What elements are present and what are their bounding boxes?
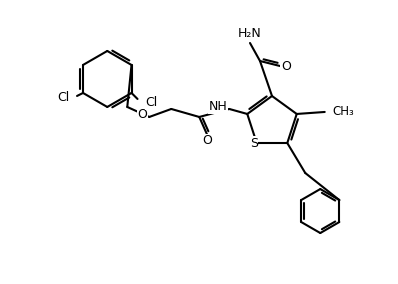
Text: NH: NH bbox=[209, 101, 227, 114]
Text: Cl: Cl bbox=[146, 97, 158, 109]
Text: O: O bbox=[202, 134, 212, 147]
Text: S: S bbox=[250, 137, 258, 150]
Text: CH₃: CH₃ bbox=[333, 105, 355, 118]
Text: O: O bbox=[137, 108, 147, 122]
Text: Cl: Cl bbox=[57, 91, 69, 105]
Text: H₂N: H₂N bbox=[238, 26, 262, 39]
Text: O: O bbox=[281, 60, 291, 72]
